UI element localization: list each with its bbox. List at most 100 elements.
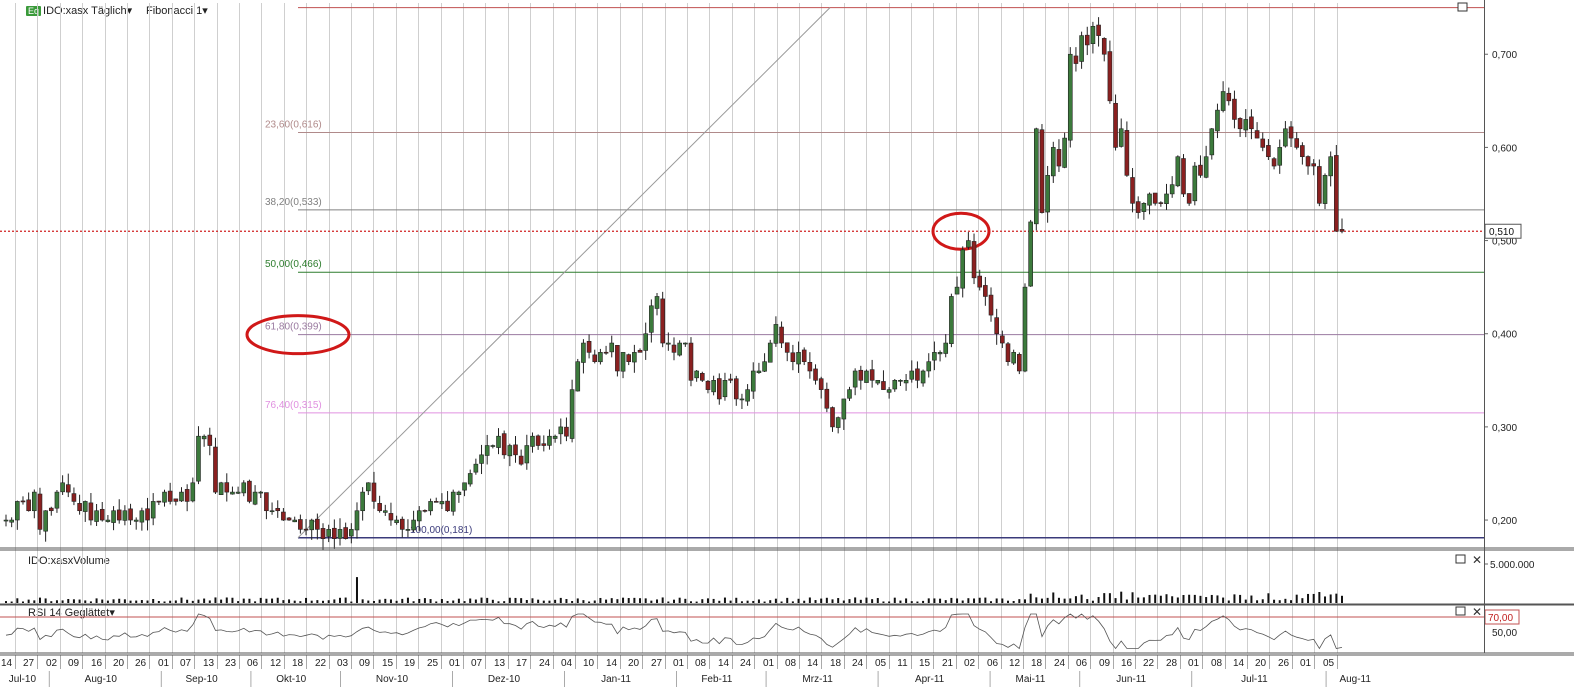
day-tick-label: 15: [382, 658, 394, 669]
volume-bar: [412, 601, 415, 603]
candle-body: [1101, 38, 1107, 55]
volume-bar: [225, 597, 228, 603]
volume-bar: [463, 601, 466, 603]
volume-bar: [339, 597, 341, 603]
candle: [558, 418, 564, 445]
candle: [1017, 352, 1022, 375]
volume-bar: [661, 597, 664, 603]
candle: [247, 479, 252, 504]
candle-body: [1328, 156, 1333, 177]
candle-body: [473, 463, 479, 473]
close-rsi-panel-icon[interactable]: ✕: [1472, 605, 1482, 619]
volume-bar: [203, 598, 206, 603]
volume-bar: [559, 597, 562, 603]
candle-body: [592, 354, 598, 362]
volume-bar: [1273, 599, 1276, 603]
volume-bar: [916, 601, 919, 603]
candle-body: [224, 482, 230, 493]
volume-bar: [310, 600, 313, 603]
month-label: Jan-11: [601, 674, 631, 685]
candle-body: [1017, 354, 1022, 372]
candle-body: [1107, 51, 1113, 102]
candle: [1277, 139, 1283, 174]
candle-body: [609, 342, 615, 353]
volume-bar: [248, 598, 251, 603]
candle-body: [15, 501, 20, 521]
candle-body: [1277, 147, 1283, 166]
candle-body: [824, 388, 830, 409]
rsi-dropdown-icon[interactable]: ▾: [109, 607, 115, 619]
candle: [530, 432, 535, 453]
candle: [309, 518, 314, 540]
volume-bar: [480, 597, 483, 603]
candle: [1339, 218, 1345, 234]
volume-bar: [520, 598, 523, 603]
candle: [145, 497, 150, 531]
volume-bar: [1108, 593, 1111, 603]
candle-body: [303, 528, 309, 531]
volume-bar: [599, 597, 602, 603]
candle: [473, 458, 479, 475]
maximize-price-panel-icon[interactable]: [1457, 2, 1468, 12]
rsi-selector[interactable]: RSI 14 Geglättet▾: [28, 606, 115, 619]
maximize-rsi-panel-icon[interactable]: [1455, 606, 1466, 616]
candle: [298, 514, 303, 534]
day-tick-label: 24: [740, 658, 752, 669]
volume-bar: [355, 577, 358, 603]
volume-bar: [1233, 594, 1236, 603]
candle: [932, 341, 937, 371]
candle: [926, 353, 932, 378]
candle-body: [909, 370, 915, 380]
volume-bar: [1159, 595, 1162, 603]
candle: [909, 360, 915, 383]
volume-bar: [214, 597, 217, 603]
candle: [756, 362, 762, 374]
fibonacci-selector[interactable]: Fibonacci 1▾: [146, 4, 208, 17]
candle-body: [496, 435, 501, 448]
volume-bar: [1125, 599, 1128, 603]
fib-dropdown-icon[interactable]: ▾: [202, 5, 208, 17]
day-tick-label: 01: [763, 658, 775, 669]
volume-bar: [859, 599, 862, 603]
volume-bar: [944, 600, 947, 603]
volume-bar: [265, 598, 268, 603]
grid: [15, 3, 1338, 653]
candle: [728, 373, 733, 384]
candle: [949, 293, 954, 348]
volume-bar: [1086, 599, 1089, 603]
volume-bar: [186, 599, 189, 603]
candle-body: [298, 519, 303, 530]
volume-bar: [927, 598, 930, 603]
volume-bar: [1171, 596, 1174, 603]
fib-trend-line: [297, 7, 831, 539]
close-volume-panel-icon[interactable]: ✕: [1472, 553, 1482, 567]
rsi-series-line: [5, 613, 1343, 650]
volume-bar: [152, 598, 155, 603]
candle-body: [1300, 145, 1305, 158]
volume-bar: [774, 598, 777, 603]
candle-body: [1192, 165, 1198, 202]
volume-bar: [191, 600, 194, 603]
day-tick-label: 01: [449, 658, 461, 669]
candle-body: [796, 352, 801, 365]
candle-body: [954, 286, 960, 295]
candle: [960, 246, 966, 298]
candle-body: [649, 305, 654, 333]
volume-bar: [1239, 594, 1242, 603]
day-tick-label: 22: [1143, 658, 1155, 669]
candle: [1056, 139, 1062, 172]
symbol-dropdown-icon[interactable]: ▾: [126, 5, 133, 17]
candle-body: [745, 389, 750, 402]
volume-bar: [503, 601, 506, 603]
candle: [292, 516, 298, 523]
candle: [864, 369, 869, 383]
price-tick-label: 0,500: [1492, 237, 1517, 248]
maximize-volume-panel-icon[interactable]: [1455, 554, 1466, 564]
candle-body: [530, 435, 535, 447]
volume-bar: [231, 597, 234, 603]
day-tick-label: 18: [830, 658, 842, 669]
candle: [603, 345, 609, 355]
candle-body: [801, 349, 807, 362]
candle: [88, 492, 94, 526]
